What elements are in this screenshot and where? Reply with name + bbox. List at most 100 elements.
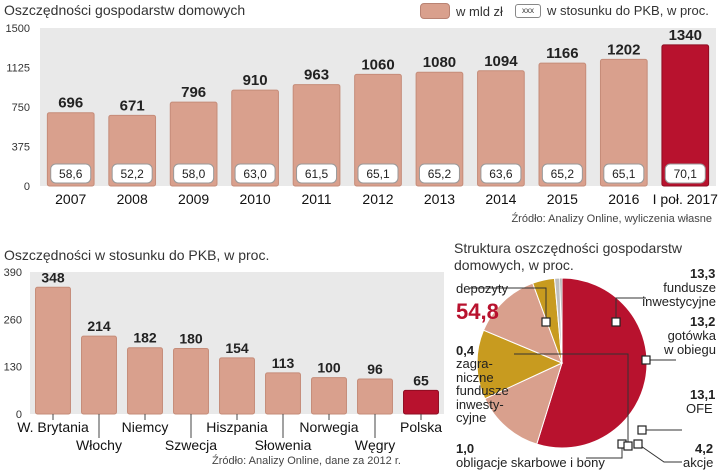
x-tick-label: 2012 <box>362 191 393 207</box>
bar-value-label: 348 <box>41 269 65 285</box>
pie-slice <box>559 277 563 364</box>
x-tick-label: 2015 <box>547 191 578 207</box>
pie-leader-line <box>586 444 623 459</box>
pkb-box <box>50 163 92 184</box>
x-tick-label: 2009 <box>178 191 209 207</box>
x-tick-label: 2016 <box>608 191 639 207</box>
bar <box>173 347 209 415</box>
bar <box>357 378 393 415</box>
label-zagraniczne: zagra- niczne fundusze inwesty- cyjne <box>456 356 509 425</box>
bar-value-label: 180 <box>179 330 203 346</box>
pkb-box-label: 58,0 <box>182 167 206 181</box>
pie-leader-line <box>637 443 682 463</box>
pkb-box-label: 65,2 <box>428 167 452 181</box>
x-tick-label: Hiszpania <box>206 419 268 435</box>
pkb-box <box>173 163 215 184</box>
pkb-box-label: 52,2 <box>121 167 145 181</box>
bar <box>661 44 710 187</box>
y-tick-label: 0 <box>16 409 22 421</box>
pie-marker <box>637 425 647 435</box>
pkb-box <box>357 163 399 184</box>
value-ofe: 13,1 <box>690 387 716 402</box>
pkb-chart-title: Oszczędności w stosunku do PKB, w proc. <box>4 247 270 263</box>
bar-value-label: 154 <box>225 340 249 356</box>
legend-pkb: xxx w stosunku do PKB, w proc. <box>515 3 709 18</box>
x-tick-label: W. Brytania <box>17 419 89 435</box>
pie-leader-line <box>615 297 646 322</box>
pkb-box <box>541 163 583 184</box>
pkb-box-label: 63,6 <box>489 167 513 181</box>
pkb-box-label: 58,6 <box>59 167 83 181</box>
x-tick-label: Polska <box>400 419 442 435</box>
pkb-box <box>480 163 522 184</box>
pkb-box-label: 70,1 <box>674 167 698 181</box>
label-obligacje: obligacje skarbowe i bony <box>456 455 605 470</box>
x-tick-label: Włochy <box>76 437 122 453</box>
x-tick-label: Niemcy <box>122 419 169 435</box>
pie-leader-line <box>514 353 629 446</box>
top-bar-chart: 0 375 750 1125 1500 696 58,6 2007 671 52,2 2008 796… <box>6 23 719 207</box>
pkb-bar-chart: 0 130 260 390 348 W. Brytania 214 Włochy 182 Niem… <box>4 267 444 453</box>
pkb-box-label: 65,1 <box>612 167 636 181</box>
x-tick-label: Słowenia <box>255 437 312 453</box>
bar <box>35 286 71 415</box>
pkb-box-label: 63,0 <box>243 167 267 181</box>
pie-marker <box>633 439 643 449</box>
y-tick-label: 390 <box>4 267 22 279</box>
bar-value-label: 214 <box>87 318 111 334</box>
pie-marker <box>611 317 621 327</box>
bar <box>265 372 301 415</box>
value-zagraniczne: 0,4 <box>456 343 475 358</box>
top-chart-source: Źródło: Analizy Online, wyliczenia własn… <box>511 213 712 225</box>
legend-series-label: w mld zł <box>456 3 503 19</box>
pkb-box <box>664 163 706 184</box>
pie-chart <box>470 277 682 463</box>
bar <box>538 62 587 187</box>
legend-box-sample: xxx <box>515 3 541 18</box>
bar-value-label: 65 <box>413 372 429 388</box>
bar-value-label: 1166 <box>546 45 579 62</box>
y-tick-label: 375 <box>12 142 30 154</box>
y-tick-label: 1125 <box>6 63 30 75</box>
x-tick-label: 2007 <box>55 191 86 207</box>
bar <box>311 377 347 415</box>
legend-pkb-label: w stosunku do PKB, w proc. <box>547 3 709 18</box>
y-tick-label: 0 <box>24 181 30 193</box>
bar-value-label: 1080 <box>423 54 456 71</box>
pkb-chart-source: Źródło: Analizy Online, dane za 2012 r. <box>212 455 401 467</box>
label-akcje: akcje <box>683 455 714 470</box>
bar-value-label: 182 <box>133 330 157 346</box>
y-tick-label: 750 <box>12 102 30 114</box>
bar <box>231 89 279 187</box>
pkb-box <box>296 163 338 184</box>
bar <box>127 347 163 415</box>
bar <box>403 389 439 415</box>
bar-value-label: 696 <box>58 95 83 112</box>
bar <box>81 335 117 415</box>
value-akcje: 4,2 <box>695 441 714 456</box>
y-tick-label: 1500 <box>6 23 30 35</box>
bar <box>599 58 648 187</box>
x-tick-label: Szwecja <box>165 437 217 453</box>
legend-swatch <box>420 3 450 19</box>
pie-leader-line <box>470 287 547 322</box>
x-tick-label: 2008 <box>117 191 148 207</box>
pkb-box <box>418 163 460 184</box>
bar-value-label: 96 <box>367 361 383 377</box>
pie-title-line1: Struktura oszczędności gospodarstw <box>454 240 682 256</box>
y-tick-label: 260 <box>4 314 22 326</box>
value-fundusze: 13,3 <box>690 266 716 281</box>
pie-slice <box>476 329 564 400</box>
value-gotowka: 13,2 <box>690 314 716 329</box>
bar-value-label: 963 <box>304 67 329 84</box>
x-tick-label: Norwegia <box>299 419 358 435</box>
bar <box>415 71 464 187</box>
bar <box>477 70 525 187</box>
x-tick-label: Węgry <box>355 437 395 453</box>
pie-slice <box>484 362 563 445</box>
pie-marker <box>641 355 651 365</box>
bar-value-label: 113 <box>272 355 295 371</box>
x-tick-label: I poł. 2017 <box>653 191 719 207</box>
label-gotowka: gotówka w obiegu <box>663 328 716 357</box>
bar <box>219 357 255 415</box>
